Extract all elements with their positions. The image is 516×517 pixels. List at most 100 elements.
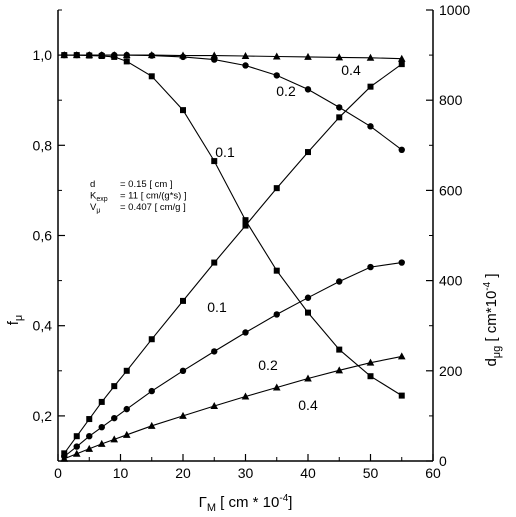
data-point-triangle (210, 401, 219, 409)
curve-label: 0.2 (258, 357, 278, 373)
data-point-triangle (397, 352, 406, 360)
data-point-triangle (72, 51, 81, 59)
curve-label: 0.2 (276, 83, 296, 99)
data-point-circle (73, 443, 80, 450)
y-right-tick-label: 200 (439, 363, 463, 379)
data-point-triangle (397, 54, 406, 62)
data-point-square (180, 107, 186, 114)
data-point-triangle (85, 51, 94, 59)
data-point-square (336, 114, 343, 121)
data-point-circle (398, 259, 405, 266)
data-point-triangle (241, 52, 250, 60)
data-point-triangle (272, 383, 281, 391)
data-point-square (242, 222, 249, 229)
series-line (63, 63, 403, 454)
data-point-circle (273, 311, 280, 318)
x-tick-label: 30 (238, 465, 254, 481)
data-point-square (148, 336, 155, 343)
data-point-triangle (60, 454, 69, 462)
data-point-triangle (179, 411, 187, 419)
data-point-square (111, 383, 118, 390)
data-point-circle (211, 348, 218, 355)
data-point-circle (111, 414, 118, 422)
data-point-square (123, 367, 130, 374)
series-right-square (61, 61, 405, 457)
series-left-triangle (60, 51, 406, 62)
data-point-square (123, 58, 130, 65)
y-left-tick-label: 0,8 (33, 137, 53, 153)
data-point-circle (336, 278, 343, 285)
curve-label: 0.1 (207, 299, 227, 315)
y-right-axis-title: dμg [ cm*10-4 ] (482, 273, 503, 366)
data-point-triangle (110, 51, 119, 59)
data-point-triangle (335, 366, 344, 374)
y-left-axis-title: fμ (5, 315, 25, 326)
data-point-square (336, 346, 343, 353)
annotation-line: Kexp = 11 [ cm/(g*s) ] (90, 191, 187, 204)
data-point-triangle (210, 51, 219, 59)
series-right-triangle (60, 352, 406, 462)
data-point-square (211, 158, 218, 165)
data-point-circle (367, 123, 374, 130)
data-point-circle (304, 86, 312, 93)
data-point-triangle (272, 52, 281, 60)
curve-label: 0.1 (215, 144, 235, 160)
data-point-triangle (335, 53, 344, 61)
x-tick-label: 60 (425, 465, 441, 481)
data-point-square (273, 267, 280, 274)
data-point-square (305, 149, 311, 156)
data-point-square (180, 297, 186, 304)
data-point-triangle (97, 439, 106, 447)
chart-labels: 0 10 20 30 40 50 60 0,2 0,4 0,6 0,8 1,0 0 200 400 600 80… (5, 2, 503, 514)
y-left-tick-label: 1,0 (33, 47, 53, 63)
y-right-tick-label: 1000 (439, 2, 470, 18)
data-point-circle (367, 263, 374, 271)
x-tick-label: 0 (54, 465, 62, 481)
x-tick-label: 10 (113, 465, 129, 481)
data-point-square (73, 433, 80, 440)
data-point-circle (242, 62, 249, 69)
data-point-triangle (366, 358, 375, 366)
series-line (64, 355, 402, 460)
data-point-square (398, 61, 405, 68)
y-left-tick-label: 0,2 (33, 408, 53, 424)
x-tick-label: 50 (363, 465, 379, 481)
curve-label: 0.4 (341, 62, 361, 78)
x-axis-title: ΓM [ cm * 10-4] (199, 493, 293, 514)
y-right-tick-label: 600 (439, 182, 463, 198)
data-point-square (305, 309, 311, 316)
data-point-circle (242, 329, 249, 336)
y-right-tick-label: 800 (439, 92, 463, 108)
data-point-circle (273, 72, 280, 79)
data-point-circle (336, 104, 343, 111)
data-point-square (398, 392, 405, 399)
data-point-triangle (97, 51, 106, 59)
data-point-circle (86, 432, 93, 440)
data-point-square (242, 217, 249, 224)
data-point-triangle (72, 449, 81, 457)
curve-label: 0.4 (298, 397, 318, 413)
data-point-triangle (122, 51, 131, 59)
data-point-square (367, 373, 374, 380)
data-point-triangle (85, 444, 94, 452)
data-point-triangle (147, 421, 156, 429)
data-point-circle (98, 423, 105, 431)
annotation-line: d = 0.15 [ cm ] (90, 179, 173, 190)
data-point-square (211, 259, 218, 266)
y-left-tick-label: 0,6 (33, 228, 53, 244)
x-tick-label: 20 (175, 465, 191, 481)
data-point-triangle (366, 53, 375, 61)
y-left-tick-label: 0,4 (33, 318, 53, 334)
data-point-square (367, 83, 374, 90)
data-point-triangle (147, 51, 156, 59)
y-right-tick-label: 0 (439, 453, 447, 469)
x-tick-label: 40 (300, 465, 316, 481)
series-group (60, 51, 406, 462)
data-point-triangle (122, 430, 131, 438)
data-point-triangle (60, 51, 69, 59)
annotation-line: Vμ = 0.407 [ cm/g ] (90, 202, 186, 215)
data-point-triangle (241, 392, 250, 400)
data-point-circle (304, 294, 312, 301)
data-point-square (86, 416, 93, 423)
